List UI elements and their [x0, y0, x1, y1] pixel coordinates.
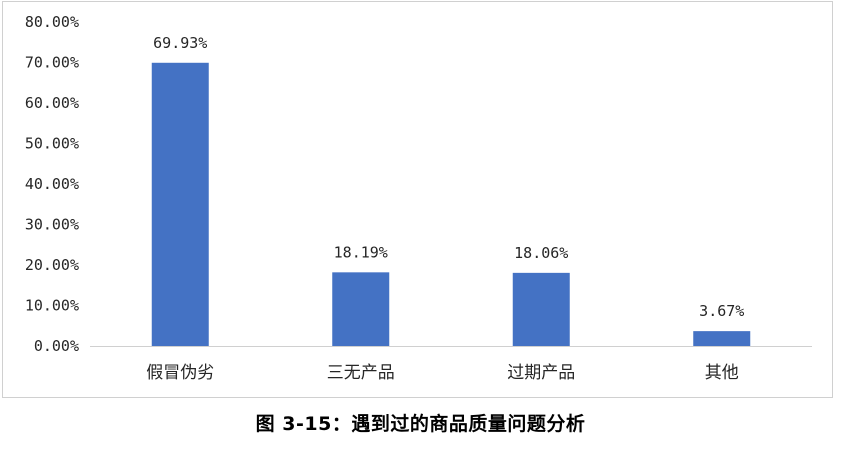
x-category-label: 假冒伪劣	[146, 363, 214, 383]
bar	[693, 331, 751, 346]
bar-data-label: 69.93%	[153, 34, 207, 52]
y-tick-label: 20.00%	[25, 256, 79, 274]
bars-group	[151, 62, 751, 346]
bar	[332, 272, 390, 346]
y-tick-label: 30.00%	[25, 216, 79, 234]
y-tick-label: 60.00%	[25, 94, 79, 112]
bar	[151, 62, 209, 346]
data-labels-group: 69.93% 18.19% 18.06% 3.67%	[153, 34, 744, 320]
x-category-label: 三无产品	[327, 363, 395, 383]
x-category-label: 过期产品	[507, 363, 575, 383]
x-category-label: 其他	[705, 363, 739, 383]
y-tick-label: 40.00%	[25, 175, 79, 193]
y-axis-ticks: 0.00% 10.00% 20.00% 30.00% 40.00% 50.00% 60.00…	[25, 13, 79, 355]
bar-data-label: 18.19%	[334, 243, 388, 261]
y-tick-label: 0.00%	[34, 337, 79, 355]
y-tick-label: 10.00%	[25, 297, 79, 315]
y-tick-label: 80.00%	[25, 13, 79, 31]
bar	[512, 272, 570, 346]
y-tick-label: 50.00%	[25, 135, 79, 153]
category-labels-group: 假冒伪劣 三无产品 过期产品 其他	[146, 363, 739, 383]
y-tick-label: 70.00%	[25, 54, 79, 72]
bar-data-label: 3.67%	[699, 302, 744, 320]
figure-caption: 图 3-15：遇到过的商品质量问题分析	[255, 413, 586, 435]
bar-data-label: 18.06%	[514, 244, 568, 262]
